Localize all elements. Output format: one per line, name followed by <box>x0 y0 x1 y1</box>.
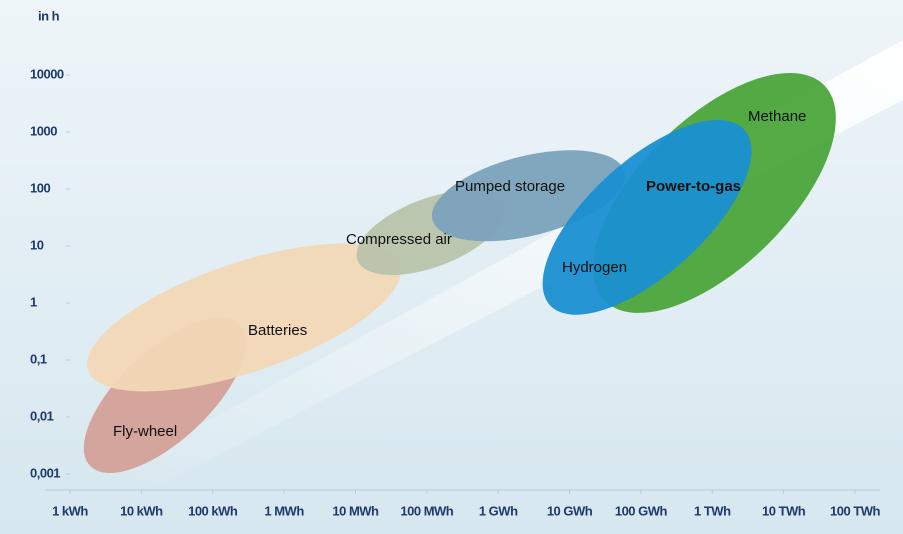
x-tick-label: 10 GWh <box>547 503 593 518</box>
x-tick-label: 100 kWh <box>188 503 238 518</box>
region-label: Hydrogen <box>562 259 627 276</box>
region <box>87 243 401 392</box>
x-tick-label: 10 kWh <box>120 503 163 518</box>
y-tick-label: 10000 <box>30 66 64 81</box>
x-tick-label: 1 TWh <box>694 503 731 518</box>
annotation: Power-to-gas <box>646 178 741 195</box>
x-tick-label: 1 MWh <box>264 503 304 518</box>
y-tick-label: 100 <box>30 180 50 195</box>
y-tick-label: 0,01 <box>30 408 54 423</box>
y-tick-label: 10 <box>30 237 44 252</box>
region <box>542 119 752 315</box>
x-tick-label: 1 kWh <box>52 503 88 518</box>
x-tick-label: 1 GWh <box>479 503 518 518</box>
region-label: Compressed air <box>346 231 452 248</box>
region-label: Fly-wheel <box>113 423 177 440</box>
region-label: Batteries <box>248 322 307 339</box>
y-tick-label: 1000 <box>30 123 57 138</box>
y-tick-label: 0,1 <box>30 351 47 366</box>
region-label: Methane <box>748 108 806 125</box>
x-tick-label: 10 MWh <box>332 503 379 518</box>
x-tick-label: 10 TWh <box>762 503 806 518</box>
x-tick-label: 100 GWh <box>615 503 668 518</box>
y-tick-label: 0,001 <box>30 465 60 480</box>
y-axis-label: in h <box>38 8 60 23</box>
x-tick-label: 100 TWh <box>830 503 881 518</box>
x-tick-label: 100 MWh <box>400 503 453 518</box>
region-label: Pumped storage <box>455 178 565 195</box>
y-tick-label: 1 <box>30 294 37 309</box>
